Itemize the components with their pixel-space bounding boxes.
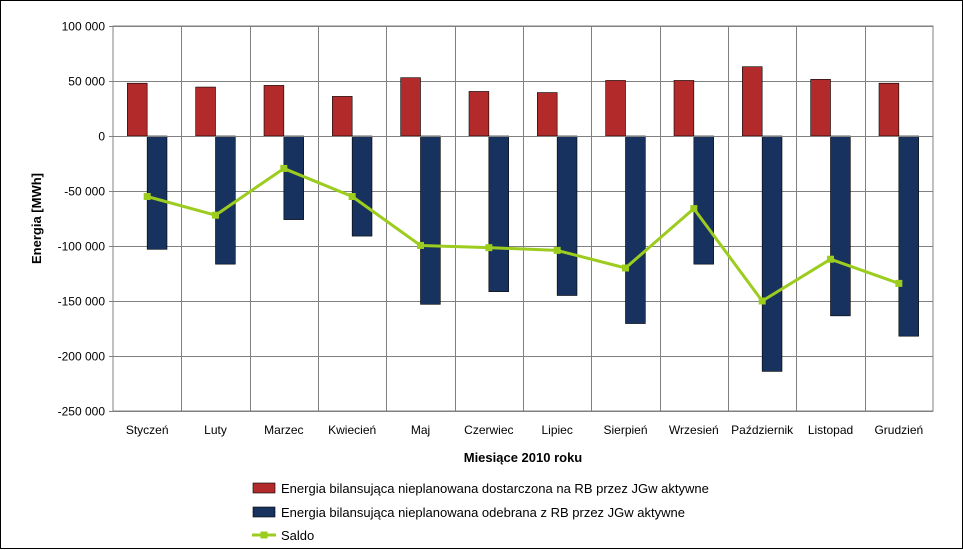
bar-odebrana	[351, 135, 373, 237]
x-tick-label: Wrzesień	[669, 423, 719, 437]
saldo-marker	[553, 246, 561, 254]
saldo-marker	[417, 241, 424, 249]
bar-dostarczona	[537, 92, 558, 137]
bar-odebrana	[693, 135, 714, 265]
bar-odebrana	[283, 135, 304, 220]
saldo-marker	[485, 244, 493, 252]
bar-odebrana	[215, 135, 236, 265]
y-tick-label: -200 000	[58, 350, 106, 364]
saldo-marker	[827, 255, 834, 263]
y-axis: 100 000 50 000 0 -50 000 -100 000 -150 000 -20…	[58, 20, 113, 419]
bar-dostarczona	[810, 79, 831, 137]
x-tick-label: Maj	[411, 423, 430, 437]
bar-series	[113, 66, 933, 372]
bar-odebrana	[556, 135, 578, 296]
y-tick-label: -50 000	[64, 185, 105, 199]
saldo-marker	[212, 211, 219, 219]
bar-dostarczona	[127, 82, 148, 137]
bar-odebrana	[761, 135, 783, 372]
bar-dostarczona	[195, 86, 216, 137]
x-axis: Styczeń Luty Marzec Kwiecień Maj Czerwiec Lipi…	[126, 423, 923, 437]
saldo-marker	[280, 164, 288, 172]
saldo-line	[143, 164, 903, 305]
bar-dostarczona	[878, 82, 900, 137]
bar-dostarczona	[605, 80, 626, 137]
x-tick-label: Styczeń	[126, 423, 169, 437]
saldo-marker	[348, 193, 356, 200]
legend: Energia bilansująca nieplanowana dostarc…	[252, 481, 709, 543]
grid-lines	[113, 26, 933, 412]
bar-odebrana	[898, 135, 919, 337]
saldo-marker	[622, 264, 629, 272]
y-axis-title: Energia [MWh]	[29, 173, 44, 264]
saldo-polyline	[146, 166, 900, 303]
bar-odebrana	[625, 135, 646, 324]
x-tick-label: Czerwiec	[464, 423, 513, 437]
x-axis-title: Miesiące 2010 roku	[464, 450, 583, 465]
y-tick-label: 0	[98, 130, 105, 144]
x-tick-label: Luty	[204, 423, 227, 437]
saldo-marker	[758, 297, 766, 305]
x-tick-label: Listopad	[808, 423, 853, 437]
y-tick-label: 100 000	[62, 20, 106, 34]
bar-odebrana	[488, 135, 509, 292]
legend-swatch	[252, 506, 276, 518]
legend-label: Saldo	[281, 528, 314, 543]
bar-odebrana	[830, 135, 851, 317]
x-tick-label: Październik	[731, 423, 794, 437]
x-tick-label: Marzec	[264, 423, 303, 437]
saldo-marker	[690, 205, 698, 213]
saldo-marker	[895, 279, 903, 287]
bar-odebrana	[146, 135, 168, 250]
bar-dostarczona	[468, 91, 490, 137]
y-tick-label: 50 000	[68, 75, 105, 89]
bar-dostarczona	[263, 85, 285, 137]
bar-dostarczona	[742, 66, 763, 137]
legend-swatch	[252, 482, 276, 494]
y-tick-label: -250 000	[58, 405, 106, 419]
x-tick-label: Grudzień	[874, 423, 923, 437]
legend-label: Energia bilansująca nieplanowana dostarc…	[281, 481, 709, 496]
x-tick-label: Sierpień	[603, 423, 647, 437]
bar-dostarczona	[673, 80, 695, 137]
legend-marker	[260, 531, 268, 539]
y-tick-label: -100 000	[58, 240, 106, 254]
x-tick-label: Kwiecień	[328, 423, 376, 437]
x-tick-label: Lipiec	[541, 423, 572, 437]
saldo-marker	[143, 193, 151, 200]
y-tick-label: -150 000	[58, 295, 106, 309]
bar-odebrana	[420, 135, 441, 305]
legend-label: Energia bilansująca nieplanowana odebran…	[281, 505, 685, 520]
bar-dostarczona	[400, 77, 421, 137]
bar-dostarczona	[332, 96, 353, 137]
